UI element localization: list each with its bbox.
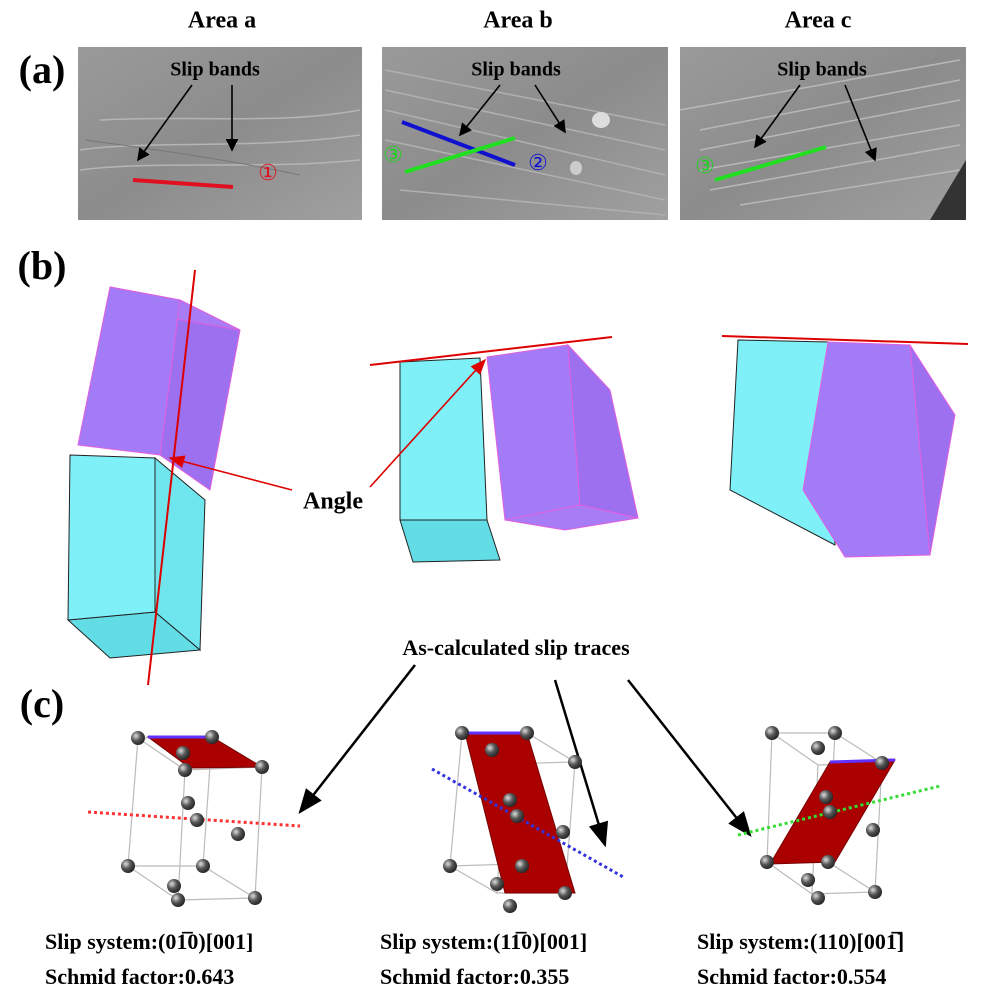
panel-label: (b) bbox=[18, 243, 67, 288]
area-title: Area b bbox=[483, 8, 553, 34]
band-number: ① bbox=[258, 160, 278, 185]
band-number: ② bbox=[528, 150, 548, 175]
crystal-c bbox=[722, 336, 968, 557]
slip-system: Slip system:(110)[001̅] bbox=[697, 929, 904, 954]
unit-cell bbox=[738, 726, 940, 905]
crystal-a bbox=[68, 270, 240, 685]
crystal-b bbox=[370, 337, 638, 562]
angle-label: Angle bbox=[303, 489, 363, 515]
slip-bands-label: Slip bands bbox=[777, 59, 867, 81]
slip-system: Slip system:(11̅0)[001] bbox=[380, 929, 587, 954]
figure: (a) (b) (c) Area a Area b Area c Slip ba… bbox=[0, 0, 982, 992]
slip-bands-label: Slip bands bbox=[170, 59, 260, 81]
band-number: ③ bbox=[383, 142, 403, 167]
schmid-factor: Schmid factor:0.643 bbox=[45, 964, 234, 989]
area-title: Area a bbox=[188, 8, 256, 34]
band-number: ③ bbox=[695, 153, 715, 178]
panel-label: (c) bbox=[20, 681, 64, 726]
traces-label: As-calculated slip traces bbox=[402, 635, 630, 660]
slip-bands-label: Slip bands bbox=[471, 59, 561, 81]
schmid-factor: Schmid factor:0.554 bbox=[697, 964, 886, 989]
panel-label: (a) bbox=[19, 47, 66, 92]
unit-cell bbox=[88, 730, 300, 907]
area-title: Area c bbox=[785, 8, 852, 34]
slip-system: Slip system:(01̅0)[001] bbox=[45, 929, 253, 954]
schmid-factor: Schmid factor:0.355 bbox=[380, 964, 569, 989]
